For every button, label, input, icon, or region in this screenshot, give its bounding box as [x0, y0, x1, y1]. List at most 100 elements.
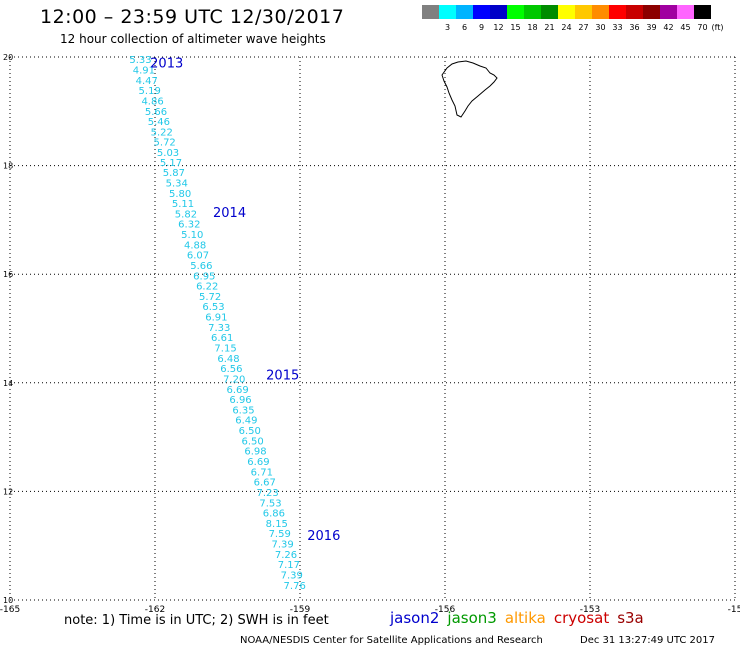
colorbar-swatch — [456, 5, 473, 19]
swh-value: 6.86 — [263, 509, 285, 520]
colorbar-swatch — [677, 5, 694, 19]
colorbar-swatch — [609, 5, 626, 19]
swh-value: 6.32 — [178, 220, 200, 231]
swh-value: 5.80 — [169, 189, 191, 200]
lon-tick-label: -165 — [0, 605, 20, 615]
swh-value: 4.88 — [184, 240, 206, 251]
swh-value: 5.10 — [181, 230, 203, 241]
map-title: 12:00 – 23:59 UTC 12/30/2017 — [40, 6, 345, 28]
map-subtitle: 12 hour collection of altimeter wave hei… — [60, 32, 326, 46]
satellite-name: cryosat — [553, 609, 610, 627]
swh-value: 6.48 — [217, 354, 239, 365]
colorbar-tick-label: 70 — [697, 23, 708, 32]
satellite-name: jason3 — [447, 609, 497, 627]
swh-value: 6.35 — [232, 405, 254, 416]
swh-value: 7.59 — [269, 529, 291, 540]
swh-value: 6.07 — [187, 251, 209, 262]
swh-value: 7.39 — [271, 540, 293, 551]
lat-tick-label: 20 — [3, 53, 13, 62]
swh-value: 7.76 — [284, 581, 306, 592]
swh-value: 6.71 — [251, 467, 273, 478]
colorbar-tick-label: 24 — [561, 23, 572, 32]
colorbar-swatch — [643, 5, 660, 19]
swh-value: 6.49 — [235, 416, 257, 427]
lat-tick-label: 10 — [3, 596, 13, 605]
year-label: 2013 — [150, 56, 183, 71]
swh-value: 4.86 — [141, 96, 163, 107]
map-grid: -165 -162 -159 -156 -153 -15 10 12 14 16 18 20 — [0, 53, 740, 615]
colorbar-tick-label: 3 — [444, 23, 451, 32]
satellite-legend: jason2 jason3 altika cryosat s3a — [390, 609, 652, 627]
colorbar-unit-label: (ft) — [711, 23, 724, 32]
swh-value: 6.69 — [247, 457, 269, 468]
colorbar-tick-label: 9 — [478, 23, 485, 32]
swh-value: 5.72 — [154, 138, 176, 149]
colorbar-swatch — [660, 5, 677, 19]
swh-value: 7.26 — [275, 550, 297, 561]
swh-value: 6.69 — [227, 385, 249, 396]
swh-value: 5.22 — [151, 127, 173, 138]
satellite-name: altika — [504, 609, 546, 627]
swh-value: 5.87 — [163, 168, 185, 179]
lon-tick-label: -162 — [145, 605, 165, 615]
colorbar-tick-label: 21 — [544, 23, 555, 32]
colorbar-swatch — [694, 5, 711, 19]
swh-value: 4.91 — [133, 65, 155, 76]
colorbar-tick-label: 33 — [612, 23, 623, 32]
colorbar-tick-label: 6 — [461, 23, 468, 32]
swh-value: 7.20 — [223, 374, 245, 385]
swh-value: 8.15 — [266, 519, 288, 530]
swh-value: 7.15 — [214, 344, 236, 355]
swh-value: 6.95 — [193, 271, 215, 282]
colorbar-swatch — [439, 5, 456, 19]
big-island-hawaii-outline — [441, 60, 498, 118]
swh-value: 6.50 — [239, 426, 261, 437]
swh-value: 5.46 — [148, 117, 170, 128]
swh-value: 7.17 — [278, 560, 300, 571]
lon-tick-label: -159 — [290, 605, 311, 615]
swh-value: 6.53 — [202, 302, 224, 313]
swh-value: 6.98 — [244, 447, 266, 458]
year-label: 2015 — [266, 369, 299, 384]
colorbar-swatch — [524, 5, 541, 19]
credit-line: NOAA/NESDIS Center for Satellite Applica… — [240, 635, 543, 646]
swh-value: 7.53 — [259, 498, 281, 509]
swh-value: 6.91 — [205, 313, 227, 324]
colorbar-swatch — [558, 5, 575, 19]
swh-value: 5.66 — [145, 107, 167, 118]
footer-note: note: 1) Time is in UTC; 2) SWH is in fe… — [64, 613, 329, 628]
colorbar-swatch — [575, 5, 592, 19]
lon-tick-label: -15 — [728, 605, 740, 615]
swh-value: 5.33 — [129, 55, 151, 66]
lat-tick-label: 12 — [3, 487, 13, 496]
year-label: 2014 — [213, 206, 246, 221]
swh-value: 5.11 — [172, 199, 194, 210]
lon-tick-label: -156 — [435, 605, 456, 615]
lat-tick-label: 14 — [3, 379, 13, 388]
colorbar-swatch — [592, 5, 609, 19]
colorbar-tick-label: 30 — [595, 23, 606, 32]
swh-value: 5.66 — [190, 261, 212, 272]
swh-value: 7.39 — [281, 570, 303, 581]
colorbar-swatch — [473, 5, 490, 19]
swh-observations: 5.334.914.475.194.865.665.465.225.725.03… — [129, 55, 305, 592]
colorbar-swatch — [490, 5, 507, 19]
swh-value: 6.61 — [211, 333, 233, 344]
colorbar-tick-label: 15 — [510, 23, 521, 32]
swh-value: 5.82 — [175, 209, 197, 220]
colorbar-tick-label: 42 — [663, 23, 674, 32]
swh-value: 6.22 — [196, 282, 218, 293]
swh-value: 5.19 — [139, 86, 161, 97]
satellite-name: s3a — [617, 609, 644, 627]
swh-value: 5.72 — [199, 292, 221, 303]
colorbar-tick-label: 39 — [646, 23, 657, 32]
colorbar-tick-label: 18 — [527, 23, 538, 32]
swh-value: 6.67 — [254, 478, 276, 489]
year-label: 2016 — [307, 529, 340, 544]
swh-value: 7.33 — [208, 323, 230, 334]
colorbar-tick-label: 36 — [629, 23, 640, 32]
colorbar-swatch — [541, 5, 558, 19]
colorbar-tick-label: 27 — [578, 23, 589, 32]
